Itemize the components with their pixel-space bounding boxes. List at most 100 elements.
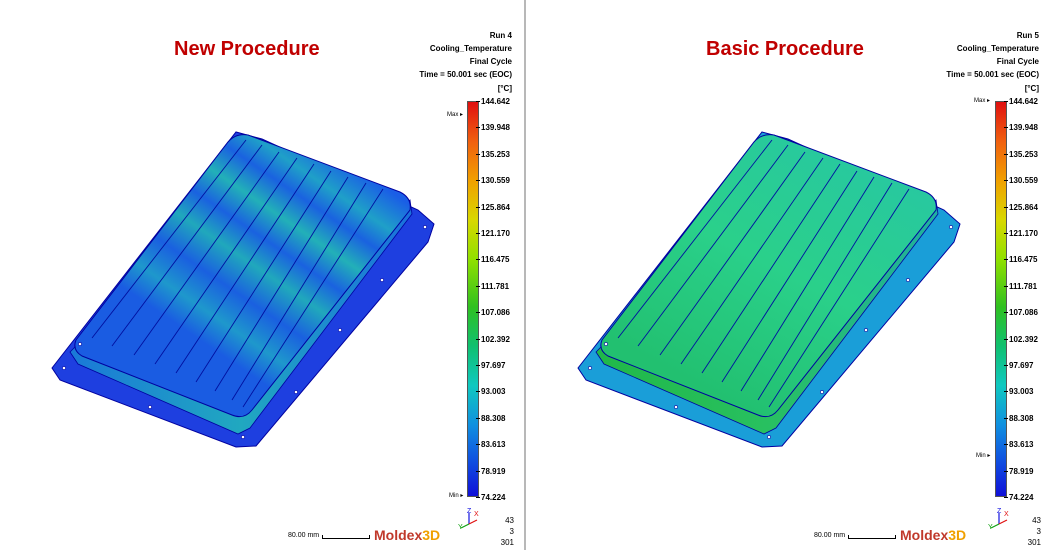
axis-triad-icon[interactable]: Z Y X <box>458 508 480 530</box>
scale-tick <box>1004 180 1008 182</box>
scale-tick <box>476 127 480 129</box>
scale-value-label: 107.086 <box>1009 308 1038 318</box>
scale-value-label: 130.559 <box>1009 176 1038 186</box>
part-model-view[interactable] <box>0 0 524 550</box>
scale-tick <box>1004 391 1008 393</box>
time-label: Time = 50.001 sec (EOC) <box>946 70 1039 79</box>
time-label: Time = 50.001 sec (EOC) <box>419 70 512 79</box>
scale-tick <box>476 206 480 208</box>
scale-value-label: 111.781 <box>1009 281 1038 291</box>
scale-value-label: 139.948 <box>481 123 510 133</box>
scale-value-label: 135.253 <box>481 149 510 159</box>
scale-value-label: 125.864 <box>1009 202 1038 212</box>
scale-tick <box>476 312 480 314</box>
scale-value-label: 116.475 <box>1009 255 1038 265</box>
panel-title: New Procedure <box>174 38 320 60</box>
length-scale-label: 80.00 mm <box>814 532 846 539</box>
scale-tick <box>476 365 480 366</box>
axis-triad-icon[interactable]: Z Y X <box>988 508 1010 530</box>
result-info: Run 5 Cooling_Temperature Final Cycle Ti… <box>946 29 1039 81</box>
mesh-stats: 43 3 301 <box>501 515 514 548</box>
scale-tick <box>476 259 480 261</box>
scale-value-label: 78.919 <box>1009 466 1034 476</box>
scale-value-label: 78.919 <box>481 466 506 476</box>
scale-value-label: 83.613 <box>1009 440 1034 450</box>
mount-holes <box>588 225 953 439</box>
length-scale-bar <box>848 535 896 539</box>
scale-value-label: 130.559 <box>481 176 510 186</box>
scale-value-label: 107.086 <box>481 308 510 318</box>
scale-tick <box>1004 312 1008 314</box>
result-info: Run 4 Cooling_Temperature Final Cycle Ti… <box>419 29 512 81</box>
unit-label: [°C] <box>1024 84 1039 93</box>
min-marker: Min ▸ <box>449 493 464 499</box>
svg-text:Z: Z <box>997 508 1002 515</box>
result-type: Cooling_Temperature <box>429 44 512 53</box>
scale-value-label: 135.253 <box>1009 149 1038 159</box>
svg-text:Y: Y <box>988 524 993 530</box>
scale-tick <box>476 470 480 472</box>
scale-value-label: 121.170 <box>481 229 510 238</box>
scale-tick <box>1004 285 1008 287</box>
stat-2: 3 <box>1036 527 1041 536</box>
panel-title: Basic Procedure <box>706 38 864 60</box>
length-scale-bar <box>322 535 370 539</box>
scale-value-label: 144.642 <box>1009 97 1038 106</box>
scale-tick <box>1004 444 1008 446</box>
scale-tick <box>476 101 480 102</box>
scale-value-label: 83.613 <box>481 440 506 450</box>
scale-tick <box>476 391 480 393</box>
unit-label: [°C] <box>497 84 512 93</box>
scale-tick <box>1004 259 1008 261</box>
min-marker: Min ▸ <box>976 453 991 459</box>
scale-value-label: 139.948 <box>1009 123 1038 133</box>
cycle-label: Final Cycle <box>469 57 512 66</box>
svg-text:Z: Z <box>467 508 472 515</box>
scale-tick <box>476 444 480 446</box>
stat-1: 43 <box>1032 516 1041 525</box>
panel-divider <box>524 0 526 550</box>
scale-value-label: 88.308 <box>481 413 506 423</box>
scale-tick <box>476 417 480 419</box>
svg-text:Y: Y <box>458 524 463 530</box>
scale-tick <box>1004 470 1008 472</box>
ribs <box>91 139 384 408</box>
color-scale-bar <box>467 101 479 497</box>
stat-2: 3 <box>509 527 514 536</box>
scale-value-label: 74.224 <box>481 493 506 502</box>
scale-value-label: 88.308 <box>1009 413 1034 423</box>
stat-3: 301 <box>500 538 514 547</box>
scale-value-label: 144.642 <box>481 97 510 106</box>
color-scale-bar <box>995 101 1007 497</box>
scale-value-label: 93.003 <box>1009 387 1034 397</box>
cycle-label: Final Cycle <box>996 57 1039 66</box>
part-model-view[interactable] <box>526 0 1051 550</box>
scale-tick <box>476 153 480 155</box>
scale-value-label: 74.224 <box>1009 493 1034 502</box>
scale-value-label: 116.475 <box>481 255 510 265</box>
svg-text:X: X <box>1004 511 1009 518</box>
scale-tick <box>1004 233 1008 234</box>
top-surface <box>74 134 411 418</box>
result-type: Cooling_Temperature <box>956 44 1039 53</box>
stat-3: 301 <box>1027 538 1041 547</box>
max-marker: Max ▸ <box>974 98 991 104</box>
scale-value-label: 102.392 <box>481 334 510 344</box>
scale-value-label: 111.781 <box>481 281 510 291</box>
scale-tick <box>1004 338 1008 340</box>
top-surface <box>600 134 937 418</box>
scale-value-label: 93.003 <box>481 387 506 397</box>
svg-text:X: X <box>474 511 479 518</box>
scale-tick <box>1004 497 1008 498</box>
result-panel-run5: Basic Procedure Run 5 Cooling_Temperatur… <box>526 0 1051 550</box>
length-scale-label: 80.00 mm <box>288 532 320 539</box>
scale-value-label: 125.864 <box>481 202 510 212</box>
scale-tick <box>1004 101 1008 102</box>
mesh-stats: 43 3 301 <box>1028 515 1041 548</box>
scale-tick <box>476 338 480 340</box>
result-panel-run4: New Procedure Run 4 Cooling_Temperature … <box>0 0 524 550</box>
scale-tick <box>476 180 480 182</box>
scale-value-label: 97.697 <box>1009 361 1034 370</box>
scale-tick <box>476 233 480 234</box>
max-marker: Max ▸ <box>447 112 464 118</box>
